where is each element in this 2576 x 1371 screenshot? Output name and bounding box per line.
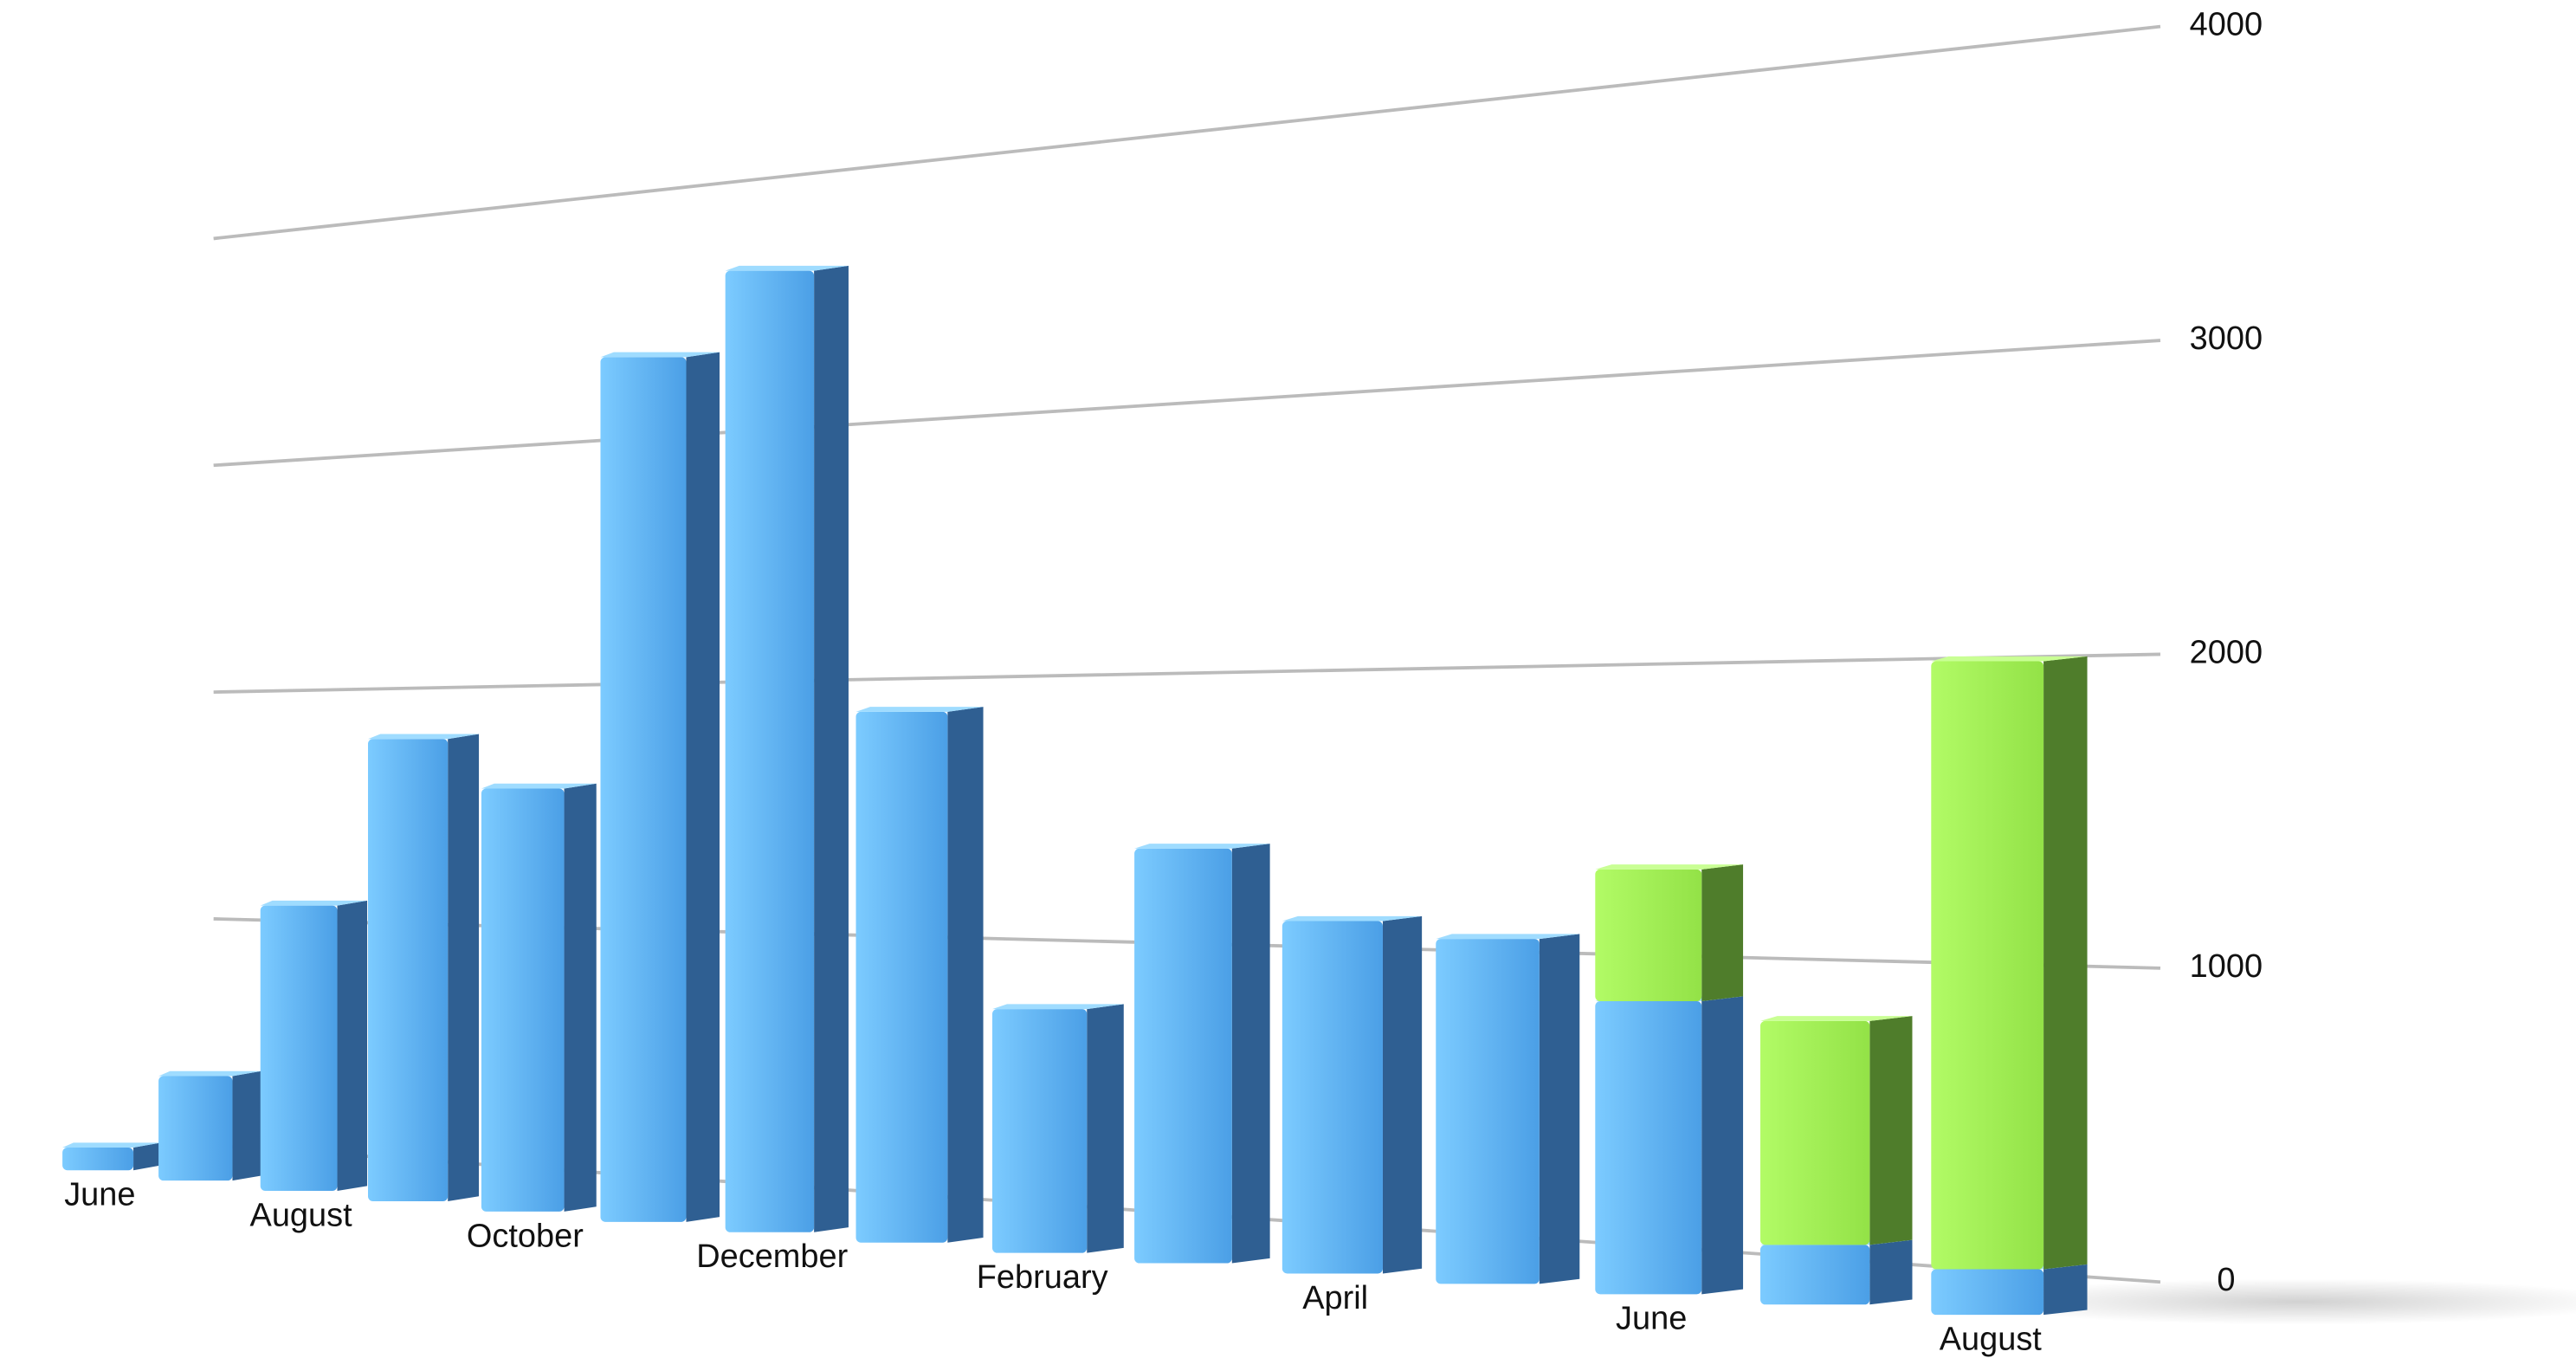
bar [855,711,948,1243]
y-tick-label: 0 [2217,1262,2235,1298]
bar-side [686,352,720,1222]
grid-line [213,24,2161,241]
bar-top [855,707,984,712]
bar [158,1076,233,1181]
bar-side [1231,844,1270,1264]
bar-side [337,900,368,1192]
bar-side [2043,656,2088,1270]
bar-top [158,1070,261,1077]
x-tick-label: December [696,1238,848,1275]
grid-line [213,652,2161,694]
bar-side [1701,864,1744,1002]
bar-side [1382,915,1423,1274]
bar-top [991,1004,1124,1010]
bar [600,357,687,1222]
bar-top [600,352,720,358]
grid-line [213,339,2161,468]
y-tick-label: 2000 [2190,634,2263,670]
y-tick-label: 4000 [2190,7,2263,43]
bar-top [1282,915,1423,922]
bar-top [481,783,597,789]
x-tick-label: October [467,1218,584,1254]
bar [1282,921,1383,1274]
bar [1595,869,1702,1002]
bar-top [1436,934,1580,940]
bar-top [725,265,849,271]
bar [1595,1001,1702,1295]
bar-side [1701,996,1744,1295]
bar-top [1931,656,2088,662]
y-tick-label: 1000 [2190,948,2263,985]
bar-top [260,900,368,906]
x-tick-label: June [64,1177,135,1213]
x-tick-label: June [1616,1301,1687,1337]
bar-side [2043,1264,2088,1316]
bar-top [368,734,480,740]
shadow [1971,1278,2576,1325]
bar-side [1539,934,1580,1284]
y-tick-label: 3000 [2190,320,2263,357]
bar [1759,1020,1870,1245]
bar-top [1759,1016,1913,1021]
bar-top [1595,864,1744,870]
bar-top [62,1142,161,1148]
bar [725,270,815,1232]
bar-side [232,1070,261,1181]
bar [1931,1269,2044,1316]
bar [991,1009,1088,1253]
x-tick-label: April [1302,1280,1368,1316]
bar [62,1148,134,1171]
bar [481,788,565,1212]
bar-side [1087,1004,1124,1253]
bar [260,905,338,1192]
bar-side [1869,1239,1913,1305]
x-tick-label: February [977,1259,1108,1296]
bar-side [564,783,597,1212]
bar [1134,848,1232,1264]
bar [368,739,449,1201]
bar [1759,1245,1870,1305]
bar-top [1134,844,1270,849]
bar-side [947,707,984,1243]
bar [1931,661,2044,1270]
bar-side [448,734,480,1201]
x-tick-label: August [250,1197,353,1233]
bar [1436,939,1540,1284]
bar-side [133,1142,161,1171]
bar-side [814,265,849,1232]
x-tick-label: August [1940,1322,2043,1358]
bar-side [1869,1016,1913,1245]
